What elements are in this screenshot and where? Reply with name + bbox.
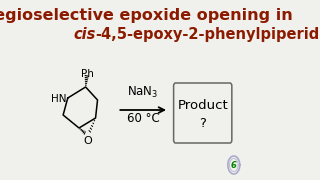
Text: 60 °C: 60 °C (127, 112, 160, 125)
Text: ?: ? (199, 116, 206, 129)
Text: Ph: Ph (81, 69, 93, 79)
FancyBboxPatch shape (174, 83, 232, 143)
Text: O: O (83, 136, 92, 146)
Text: cis: cis (73, 27, 96, 42)
Text: 6: 6 (231, 161, 237, 170)
Text: HN: HN (52, 94, 67, 104)
Text: Product: Product (177, 98, 228, 111)
Text: NaN$_3$: NaN$_3$ (127, 85, 159, 100)
Text: Regioselective epoxide opening in: Regioselective epoxide opening in (0, 8, 292, 23)
Text: -4,5-epoxy-2-phenylpiperidine: -4,5-epoxy-2-phenylpiperidine (96, 27, 320, 42)
